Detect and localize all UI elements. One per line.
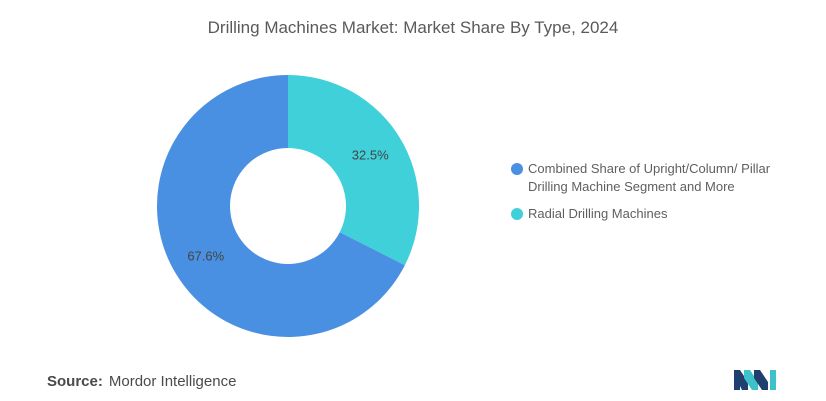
legend-swatch [511, 163, 523, 175]
donut-data-labels: 32.5% 67.6% [187, 147, 389, 263]
donut-chart: 32.5% 67.6% [157, 75, 420, 337]
legend-swatch [511, 208, 523, 220]
source-note: Source: Mordor Intelligence [47, 373, 236, 390]
chart-title: Drilling Machines Market: Market Share B… [207, 18, 619, 37]
mordor-intelligence-logo-icon [734, 370, 776, 390]
legend-label: Radial Drilling Machines [528, 206, 668, 221]
data-label-1: 32.5% [352, 147, 389, 162]
legend-item-radial-drilling[interactable]: Radial Drilling Machines [511, 205, 801, 223]
donut-slices [157, 75, 420, 337]
source-value: Mordor Intelligence [108, 373, 237, 390]
donut-slice-1[interactable] [288, 75, 420, 266]
source-label: Source: [47, 373, 103, 390]
legend-label: Combined Share of Upright/Column/ Pillar… [528, 161, 771, 194]
donut-slice-0[interactable] [157, 75, 405, 337]
legend: Combined Share of Upright/Column/ Pillar… [511, 160, 801, 232]
legend-item-upright-column-pillar[interactable]: Combined Share of Upright/Column/ Pillar… [511, 160, 801, 196]
data-label-0: 67.6% [187, 249, 224, 264]
